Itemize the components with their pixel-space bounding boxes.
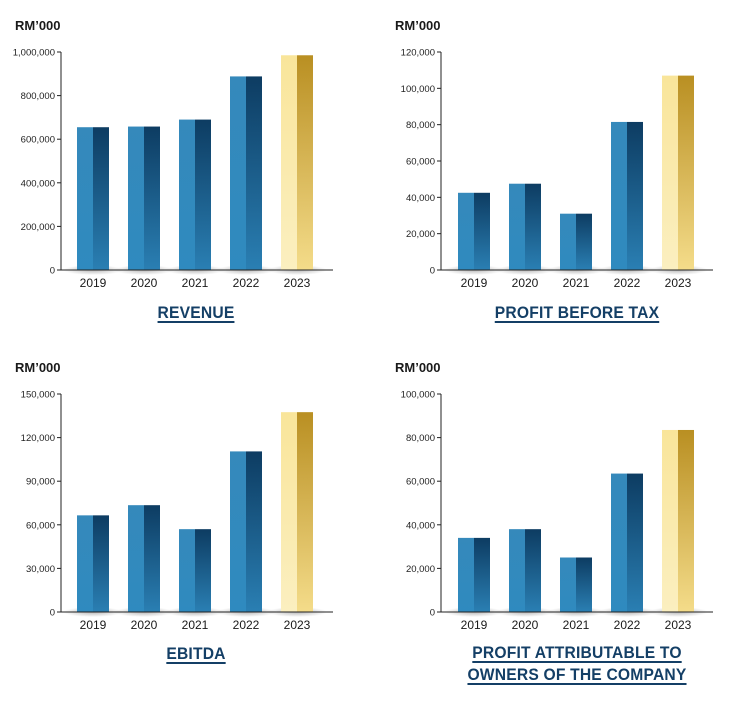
ebitda-y-tick-label: 150,000	[21, 390, 55, 401]
pat-bar-2020	[509, 529, 541, 612]
pat-x-tick-label: 2022	[614, 618, 641, 632]
pbt-y-tick-label: 100,000	[401, 84, 435, 95]
revenue-title: REVENUE	[71, 302, 321, 324]
ebitda-bar-2022	[230, 451, 262, 612]
ebitda-chart: 0 30,000 60,000 90,000 120,000 150,000 2019 202…	[21, 390, 333, 632]
pat-y-tick-label: 0	[430, 608, 435, 619]
ebitda-y-tick-label: 0	[50, 608, 55, 619]
pat-y-tick-label: 60,000	[406, 477, 435, 488]
pat-y-tick-label: 80,000	[406, 433, 435, 444]
revenue-unit-label: RM’000	[15, 18, 61, 33]
ebitda-x-tick-label: 2020	[131, 618, 158, 632]
pbt-chart: 0 20,000 40,000 60,000 80,000 100,000 120,000 2…	[401, 48, 713, 290]
pbt-x-tick-label: 2023	[665, 276, 692, 290]
ebitda-x-tick-label: 2021	[182, 618, 209, 632]
revenue-bar-2021	[179, 119, 211, 270]
revenue-x-tick-label: 2022	[233, 276, 260, 290]
revenue-x-tick-label: 2021	[182, 276, 209, 290]
pat-title-line-1: PROFIT ATTRIBUTABLE TO	[472, 643, 682, 662]
ebitda-title: EBITDA	[71, 643, 321, 665]
ebitda-x-tick-label: 2023	[284, 618, 311, 632]
pat-y-tick-label: 20,000	[406, 564, 435, 575]
pat-chart: 0 20,000 40,000 60,000 80,000 100,000 2019 2020…	[401, 390, 713, 632]
revenue-y-tick-label: 600,000	[21, 135, 55, 146]
pbt-y-tick-label: 40,000	[406, 193, 435, 204]
revenue-y-tick-label: 200,000	[21, 222, 55, 233]
pat-unit-label: RM’000	[395, 360, 441, 375]
pbt-y-tick-label: 120,000	[401, 48, 435, 59]
ebitda-y-tick-label: 60,000	[26, 520, 55, 531]
pat-bar-2021	[560, 557, 592, 612]
pat-bar-2022	[611, 473, 643, 612]
pat-title-line-2: OWNERS OF THE COMPANY	[467, 665, 687, 684]
pbt-unit-label: RM’000	[395, 18, 441, 33]
revenue-title-text: REVENUE	[157, 303, 235, 322]
ebitda-panel: RM’000 0 30,000 60,000 90,000 120,000 150,000…	[0, 342, 370, 692]
revenue-bar-2019	[77, 127, 109, 271]
revenue-x-tick-label: 2020	[131, 276, 158, 290]
pbt-y-tick-label: 80,000	[406, 120, 435, 131]
pat-y-tick-label: 100,000	[401, 390, 435, 401]
pbt-title: PROFIT BEFORE TAX	[451, 302, 703, 324]
ebitda-x-tick-label: 2022	[233, 618, 260, 632]
pbt-y-tick-label: 0	[430, 266, 435, 277]
pbt-x-tick-label: 2020	[512, 276, 539, 290]
pat-x-tick-label: 2020	[512, 618, 539, 632]
pat-bar-2019	[458, 537, 490, 612]
ebitda-unit-label: RM’000	[15, 360, 61, 375]
revenue-panel: RM’000 0 200,000 400,000 600,000 800,000 1,00…	[0, 0, 370, 350]
revenue-bar-2020	[128, 126, 160, 270]
ebitda-y-tick-label: 120,000	[21, 433, 55, 444]
revenue-y-tick-label: 1,000,000	[13, 48, 55, 59]
pat-panel: RM’000 0 20,000 40,000 60,000 80,000 100,000 2…	[370, 342, 740, 692]
pat-bar-2023	[662, 429, 694, 612]
pbt-x-tick-label: 2021	[563, 276, 590, 290]
pbt-x-tick-label: 2022	[614, 276, 641, 290]
pat-title: PROFIT ATTRIBUTABLE TO OWNERS OF THE COM…	[442, 642, 712, 686]
revenue-chart: 0 200,000 400,000 600,000 800,000 1,000,000 20…	[13, 48, 333, 290]
ebitda-y-tick-label: 30,000	[26, 564, 55, 575]
ebitda-title-text: EBITDA	[166, 644, 226, 663]
pbt-panel: RM’000 0 20,000 40,000 60,000 80,000 100,000 1…	[370, 0, 740, 350]
pat-x-tick-label: 2021	[563, 618, 590, 632]
revenue-bar-2022	[230, 76, 262, 270]
pat-y-tick-label: 40,000	[406, 520, 435, 531]
pbt-bar-2022	[611, 121, 643, 270]
revenue-y-tick-label: 0	[50, 266, 55, 277]
revenue-bar-2023	[281, 55, 313, 270]
pbt-bar-2023	[662, 75, 694, 270]
pat-x-tick-label: 2019	[461, 618, 488, 632]
pbt-y-tick-label: 60,000	[406, 157, 435, 168]
ebitda-bar-2023	[281, 412, 313, 612]
pbt-y-tick-label: 20,000	[406, 229, 435, 240]
pbt-x-tick-label: 2019	[461, 276, 488, 290]
pbt-bar-2021	[560, 213, 592, 270]
ebitda-bar-2019	[77, 515, 109, 612]
pbt-bar-2020	[509, 183, 541, 270]
ebitda-y-tick-label: 90,000	[26, 477, 55, 488]
ebitda-bar-2021	[179, 529, 211, 612]
pbt-title-text: PROFIT BEFORE TAX	[494, 303, 660, 322]
revenue-x-tick-label: 2019	[80, 276, 107, 290]
pbt-bar-2019	[458, 192, 490, 270]
ebitda-x-tick-label: 2019	[80, 618, 107, 632]
ebitda-bar-2020	[128, 505, 160, 612]
pat-x-tick-label: 2023	[665, 618, 692, 632]
revenue-x-tick-label: 2023	[284, 276, 311, 290]
revenue-y-tick-label: 800,000	[21, 91, 55, 102]
revenue-y-tick-label: 400,000	[21, 178, 55, 189]
